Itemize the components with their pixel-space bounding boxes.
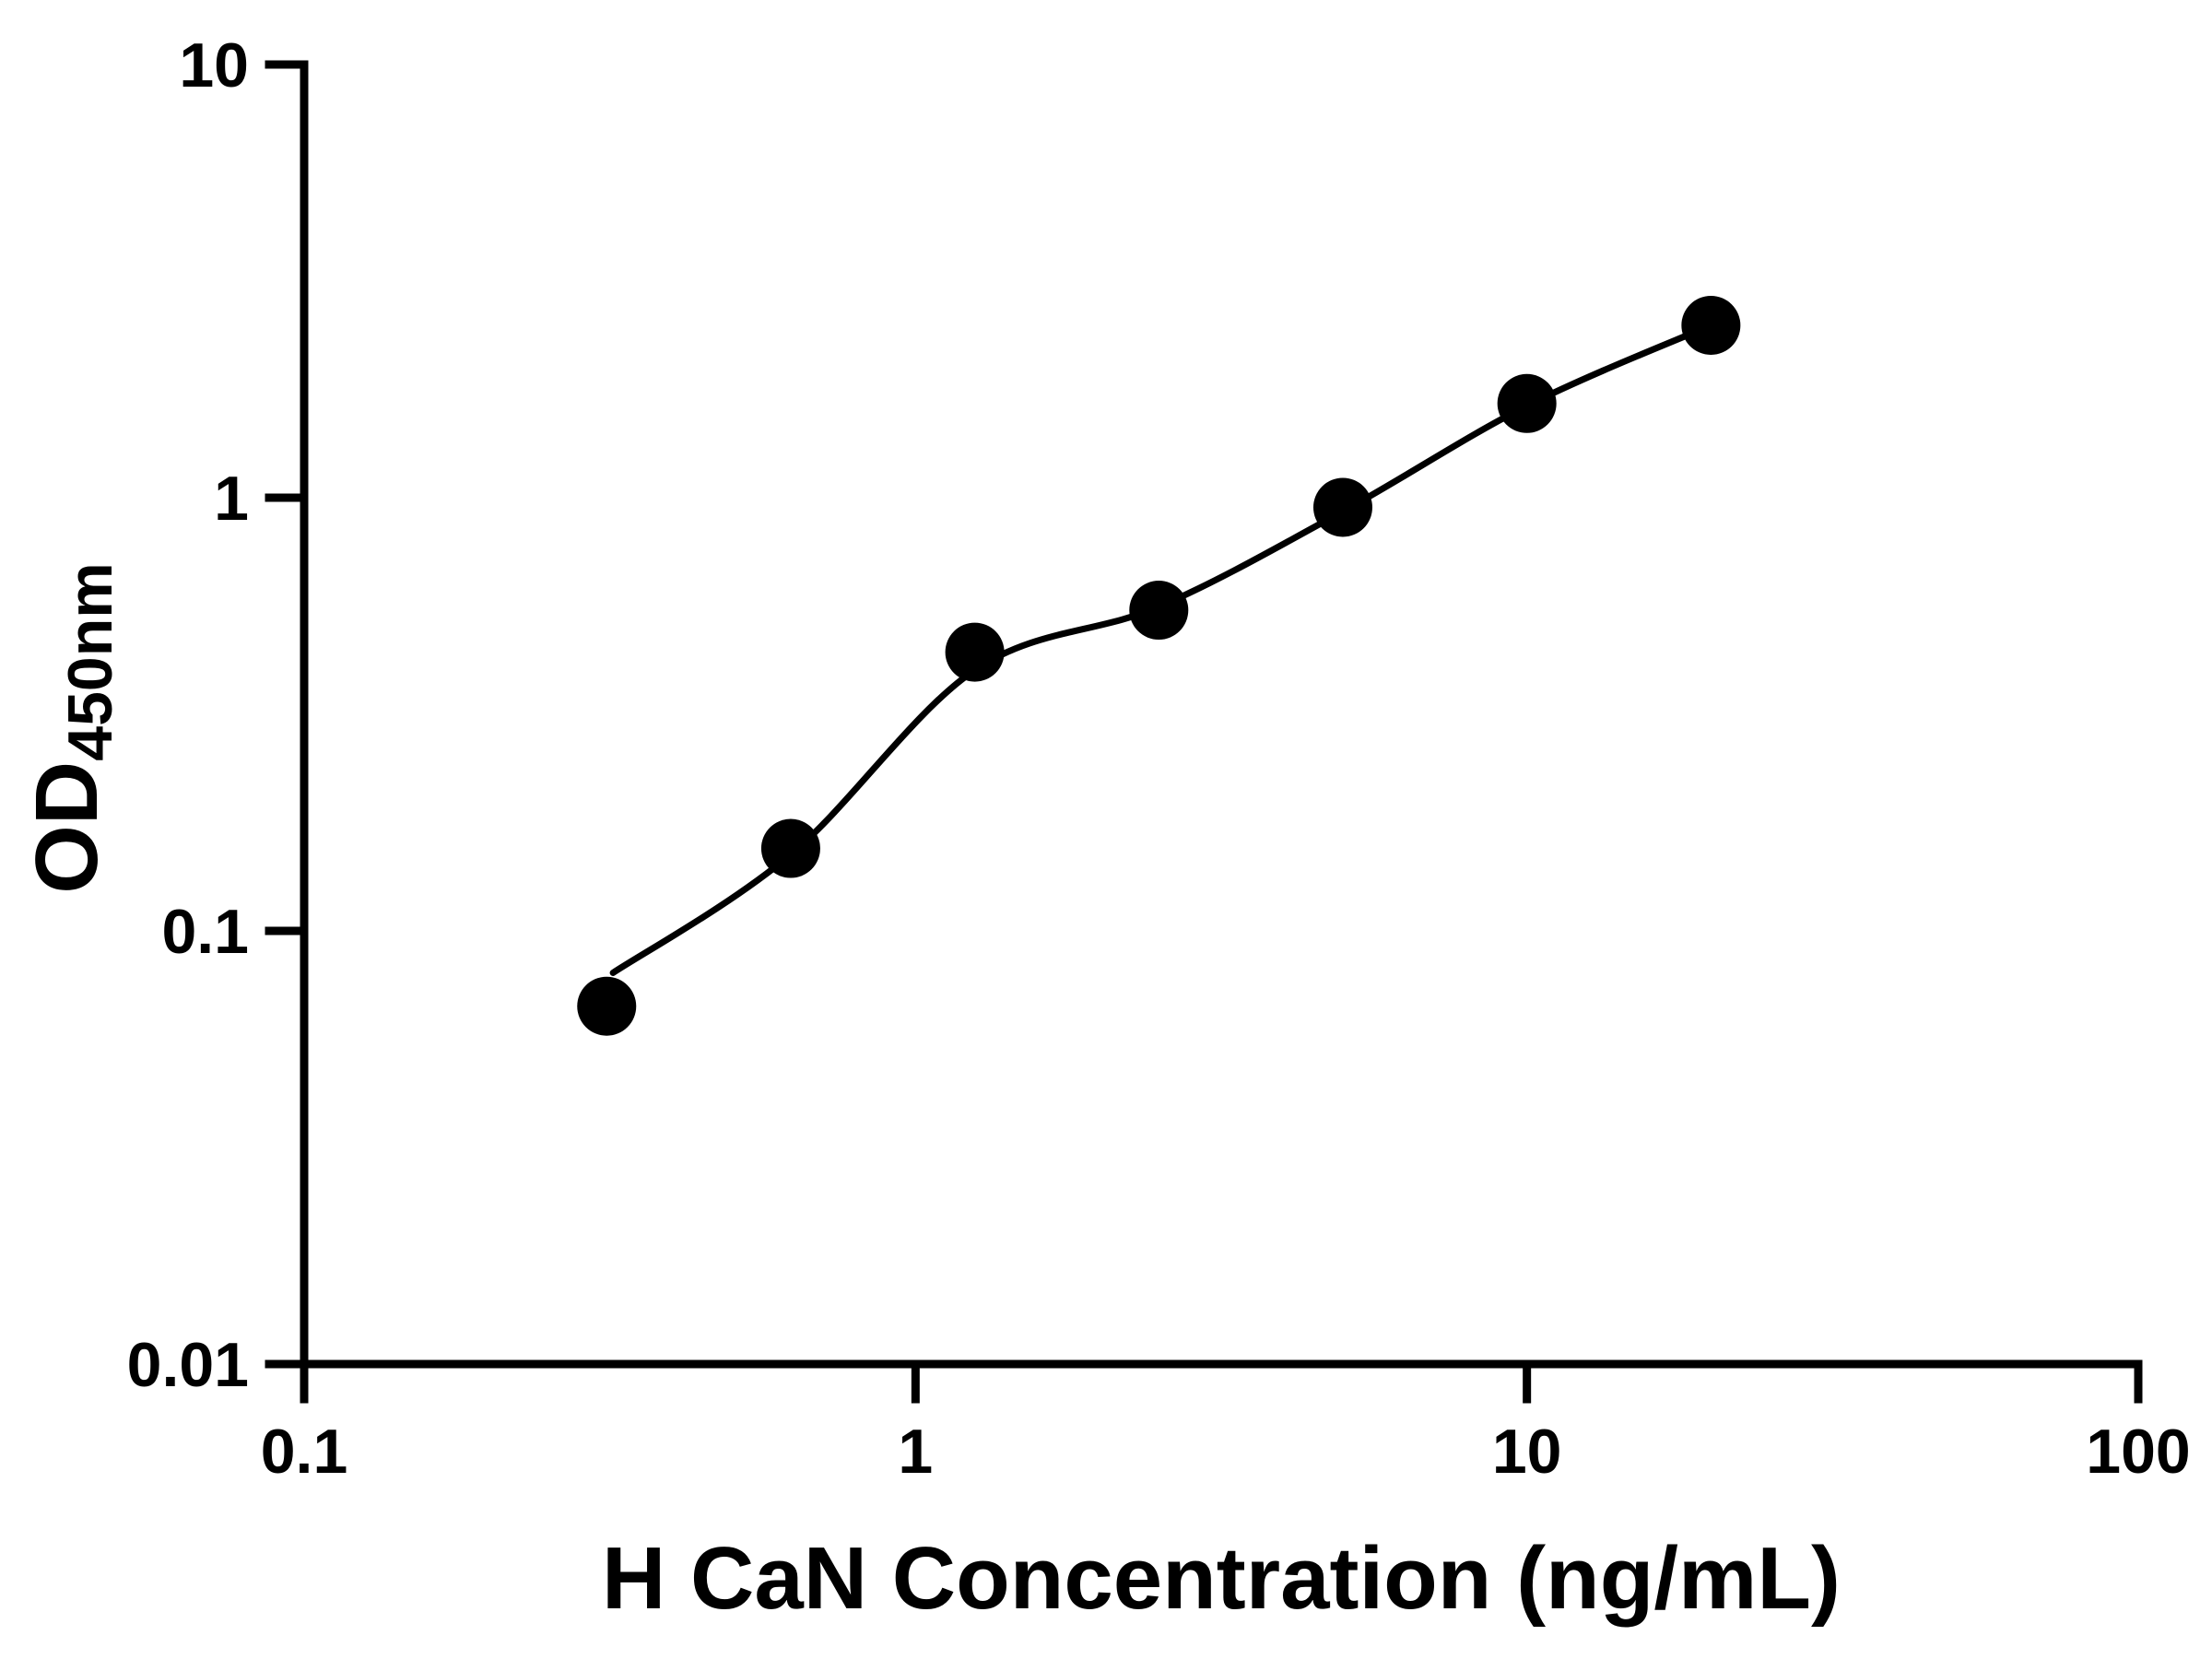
data-point [1312, 477, 1372, 537]
y-tick-label: 1 [214, 464, 249, 534]
y-axis-title-group: OD450nm [18, 562, 125, 893]
data-point [1681, 295, 1741, 355]
x-tick-label: 1 [898, 1417, 933, 1487]
data-point [945, 622, 1005, 682]
x-axis-title: H CaN Concentration (ng/mL) [602, 1529, 1841, 1628]
data-point [577, 976, 637, 1036]
data-point [760, 818, 820, 878]
y-tick-label: 0.01 [127, 1330, 249, 1400]
x-tick-label: 10 [1492, 1417, 1562, 1487]
y-tick-label: 0.1 [161, 897, 249, 967]
y-axis-title-subscript: 450nm [55, 562, 125, 760]
y-axis-title-main: OD [18, 761, 116, 894]
x-tick-label: 0.1 [261, 1417, 348, 1487]
data-point [1129, 581, 1189, 641]
y-tick-label: 10 [179, 30, 249, 100]
data-point [1497, 373, 1557, 433]
data-series [577, 295, 1741, 1036]
x-tick-label: 100 [2086, 1417, 2190, 1487]
y-axis-title: OD450nm [18, 562, 125, 893]
